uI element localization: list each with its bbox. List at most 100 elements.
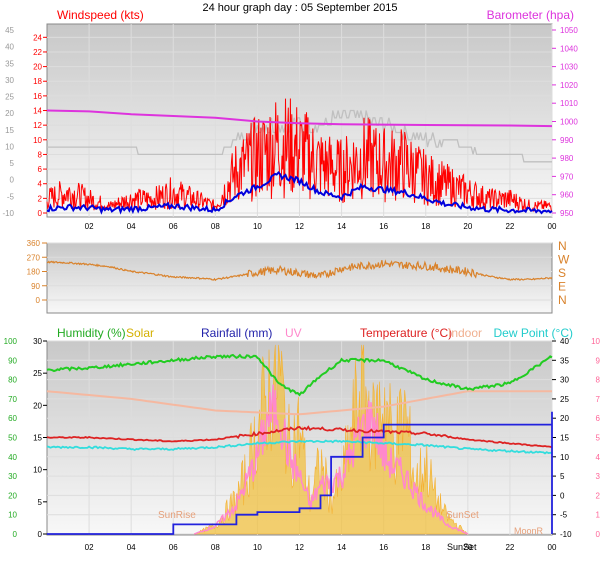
humidity-tick: 90 xyxy=(8,356,17,365)
barometer-label: Barometer (hpa) xyxy=(487,8,574,22)
barometer-axis: 950 960 970 980 990 1000 1010 1020 1030 1040 1050 xyxy=(552,26,578,218)
humidity-label: Humidity (%) xyxy=(57,326,126,340)
uv-axis: 0 1 2 3 4 5 6 7 8 9 10 xyxy=(591,337,600,539)
average-wind-line xyxy=(46,171,553,215)
wind-outer-axis: -10 -5 0 5 10 15 20 25 30 35 40 45 xyxy=(2,26,14,218)
dewpoint-line xyxy=(46,439,553,455)
wind-x-tick: 14 xyxy=(337,222,346,231)
wind-outer-tick: 35 xyxy=(5,59,14,68)
weather-x-tick: 22 xyxy=(505,543,514,552)
barometer-tick: 990 xyxy=(560,136,574,145)
wind-panel: Windspeed (kts) Barometer (hpa) -10 -5 0 5 1… xyxy=(2,8,578,231)
weather-series xyxy=(46,344,553,535)
uv-tick: 1 xyxy=(596,511,601,520)
barometer-tick: 1020 xyxy=(560,81,578,90)
wind-speed-tick: 16 xyxy=(33,92,42,101)
weather-x-tick: 14 xyxy=(337,543,346,552)
direction-panel-bg xyxy=(46,242,553,314)
direction-line xyxy=(46,259,553,282)
direction-compass-tick: W xyxy=(558,253,570,267)
humidity-tick: 40 xyxy=(8,453,17,462)
wind-outer-tick: 15 xyxy=(5,126,14,135)
weather-x-tick: 08 xyxy=(211,543,220,552)
direction-series xyxy=(46,259,553,282)
wind-speed-tick: 12 xyxy=(33,121,42,130)
uv-tick: 4 xyxy=(596,453,601,462)
indoor-line xyxy=(46,390,552,416)
weather-panel: Humidity (%) Solar Rainfall (mm) UV Temp… xyxy=(4,326,601,552)
direction-degree-tick: 360 xyxy=(27,239,41,248)
uv-tick: 5 xyxy=(596,434,601,443)
rainfall-tick: 25 xyxy=(33,369,42,378)
uv-tick: 6 xyxy=(596,414,601,423)
wind-x-tick: 08 xyxy=(211,222,220,231)
wind-x-tick: 20 xyxy=(463,222,472,231)
wind-x-tick: 00 xyxy=(548,222,557,231)
temperature-tick: 15 xyxy=(560,434,569,443)
humidity-line xyxy=(46,353,553,397)
barometer-tick: 1010 xyxy=(560,99,578,108)
weather-x-tick: 16 xyxy=(379,543,388,552)
barometer-line xyxy=(46,109,553,128)
wind-outer-tick: 20 xyxy=(5,109,14,118)
wind-outer-tick: -10 xyxy=(2,209,14,218)
weather-x-tick: 02 xyxy=(85,543,94,552)
wind-speed-tick: 6 xyxy=(38,165,43,174)
uv-tick: 8 xyxy=(596,376,601,385)
barometer-tick: 1030 xyxy=(560,63,578,72)
wind-speed-tick: 10 xyxy=(33,136,42,145)
temperature-tick: 40 xyxy=(560,337,569,346)
wind-speed-tick: 4 xyxy=(38,180,43,189)
barometer-tick: 1000 xyxy=(560,118,578,127)
wind-outer-tick: 45 xyxy=(5,26,14,35)
wind-speed-tick: 20 xyxy=(33,63,42,72)
wind-outer-tick: 40 xyxy=(5,43,14,52)
temperature-axis: -10 -5 0 5 10 15 20 25 30 35 40 xyxy=(552,337,572,539)
rainfall-tick: 30 xyxy=(33,337,42,346)
direction-degree-axis: 0 90 180 270 360 xyxy=(27,239,47,305)
barometer-tick: 970 xyxy=(560,172,574,181)
direction-compass-tick: E xyxy=(558,280,566,294)
wind-speed-tick: 8 xyxy=(38,150,43,159)
direction-compass-tick: S xyxy=(558,266,566,280)
wind-x-tick: 18 xyxy=(421,222,430,231)
wind-x-tick: 12 xyxy=(295,222,304,231)
direction-compass-tick: N xyxy=(558,293,567,307)
weather-x-tick: 20 xyxy=(463,543,472,552)
wind-speed-tick: 18 xyxy=(33,77,42,86)
rainfall-label: Rainfall (mm) xyxy=(201,326,272,340)
wind-outer-tick: 30 xyxy=(5,76,14,85)
weather-x-tick: 18 xyxy=(421,543,430,552)
weather-x-axis: 02 04 06 08 10 12 14 16 18 20 22 00 xyxy=(85,543,557,552)
wind-x-tick: 04 xyxy=(127,222,136,231)
direction-degree-tick: 270 xyxy=(27,253,41,262)
temperature-tick: -5 xyxy=(560,511,568,520)
wind-x-tick: 16 xyxy=(379,222,388,231)
barometer-tick: 1040 xyxy=(560,44,578,53)
temperature-tick: 0 xyxy=(560,491,565,500)
wind-x-tick: 10 xyxy=(253,222,262,231)
humidity-tick: 80 xyxy=(8,376,17,385)
wind-x-tick: 06 xyxy=(169,222,178,231)
humidity-tick: 30 xyxy=(8,472,17,481)
wind-outer-tick: -5 xyxy=(7,192,15,201)
dewpoint-label: Dew Point (°C) xyxy=(494,326,573,340)
wind-outer-tick: 10 xyxy=(5,142,14,151)
wind-outer-tick: 5 xyxy=(10,159,15,168)
weather-x-tick: 10 xyxy=(253,543,262,552)
uv-tick: 3 xyxy=(596,472,601,481)
barometer-tick: 950 xyxy=(560,209,574,218)
uv-tick: 7 xyxy=(596,395,601,404)
wind-speed-tick: 0 xyxy=(38,209,43,218)
rainfall-tick: 0 xyxy=(38,530,43,539)
windspeed-label: Windspeed (kts) xyxy=(57,8,144,22)
moonrise-label: MoonR xyxy=(514,526,544,536)
windspeed-line xyxy=(46,98,553,213)
wind-outer-tick: 25 xyxy=(5,93,14,102)
barometer-tick: 980 xyxy=(560,154,574,163)
temperature-tick: 35 xyxy=(560,356,569,365)
